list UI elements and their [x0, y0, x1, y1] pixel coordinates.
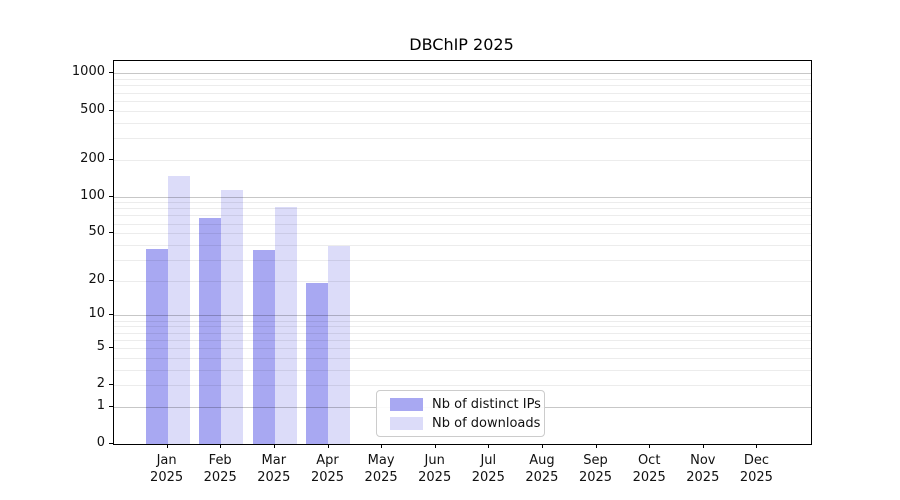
plot-area: [113, 60, 812, 445]
gridline-minor: [114, 202, 811, 204]
xtick-label-mar: Mar 2025: [257, 453, 291, 485]
bar-mar-downloads: [274, 207, 297, 444]
ytick-mark: [109, 443, 113, 444]
bar-mar-ips: [252, 250, 275, 444]
gridline-minor: [114, 122, 811, 124]
xtick-label-may: May 2025: [364, 453, 398, 485]
xtick-label-jan: Jan 2025: [150, 453, 184, 485]
ytick-mark: [109, 232, 113, 234]
bar-feb-downloads: [221, 190, 244, 444]
gridline-minor: [114, 85, 811, 87]
ytick-label: 200: [80, 150, 105, 166]
xtick-label-oct: Oct 2025: [632, 453, 666, 485]
gridline-minor: [114, 159, 811, 161]
xtick-label-jul: Jul 2025: [471, 453, 505, 485]
gridline-minor: [114, 320, 811, 322]
xtick-label-aug: Aug 2025: [525, 453, 559, 485]
bar-jan-downloads: [167, 176, 190, 444]
ytick-mark: [109, 405, 113, 407]
gridline-minor: [114, 357, 811, 359]
ytick-label: 20: [88, 271, 105, 287]
xtick-mark: [434, 444, 436, 448]
bar-feb-ips: [199, 217, 222, 444]
xtick-label-feb: Feb 2025: [203, 453, 237, 485]
ytick-label: 50: [88, 224, 105, 240]
gridline-minor: [114, 233, 811, 235]
ytick-label: 1: [96, 397, 105, 413]
gridline-minor: [114, 110, 811, 112]
gridline-minor: [114, 280, 811, 282]
xtick-mark: [220, 444, 222, 448]
gridline-major: [114, 73, 811, 75]
ytick-mark: [109, 109, 113, 111]
gridline-minor: [114, 339, 811, 341]
ytick-mark: [109, 279, 113, 281]
bar-apr-ips: [306, 283, 329, 444]
xtick-mark: [541, 444, 543, 448]
gridline-minor: [114, 223, 811, 225]
ytick-mark: [109, 314, 113, 316]
xtick-mark: [488, 444, 490, 448]
gridline-minor: [114, 332, 811, 334]
ytick-mark: [109, 72, 113, 74]
xtick-mark: [649, 444, 651, 448]
xtick-mark: [327, 444, 329, 448]
gridline-minor: [114, 100, 811, 102]
legend-row: Nb of downloads: [390, 416, 544, 431]
legend-swatch-ips: [390, 397, 423, 411]
xtick-label-jun: Jun 2025: [418, 453, 452, 485]
legend-label: Nb of distinct IPs: [432, 396, 541, 412]
gridline-minor: [114, 347, 811, 349]
legend-row: Nb of distinct IPs: [390, 397, 544, 412]
gridline-minor: [114, 215, 811, 217]
bar-apr-downloads: [328, 246, 351, 444]
ytick-label: 1000: [71, 64, 105, 80]
gridline-minor: [114, 369, 811, 371]
ytick-mark: [109, 195, 113, 197]
ytick-mark: [109, 384, 113, 386]
xtick-label-apr: Apr 2025: [310, 453, 345, 485]
gridline-minor: [114, 385, 811, 387]
gridline-minor: [114, 244, 811, 246]
ytick-label: 500: [80, 101, 105, 117]
gridline-minor: [114, 79, 811, 81]
gridline-minor: [114, 259, 811, 261]
ytick-mark: [109, 158, 113, 160]
gridline-minor: [114, 137, 811, 139]
xtick-label-nov: Nov 2025: [686, 453, 720, 485]
ytick-label: 2: [96, 376, 105, 392]
xtick-mark: [702, 444, 704, 448]
xtick-mark: [595, 444, 597, 448]
gridlines-layer: [114, 61, 811, 444]
ytick-mark: [109, 346, 113, 348]
xtick-label-sep: Sep 2025: [578, 453, 613, 485]
gridline-minor: [114, 92, 811, 94]
xtick-mark: [756, 444, 758, 448]
legend-swatch-downloads: [390, 416, 423, 430]
xtick-mark: [273, 444, 275, 448]
ytick-label: 100: [80, 187, 105, 203]
legend-label: Nb of downloads: [432, 415, 541, 431]
xtick-mark: [166, 444, 168, 448]
ytick-label: 0: [96, 435, 105, 450]
xtick-label-dec: Dec 2025: [739, 453, 773, 485]
gridline-major: [114, 196, 811, 198]
bar-jan-ips: [145, 248, 168, 444]
chart-title: DBChIP 2025: [409, 35, 514, 54]
ytick-label: 10: [88, 306, 105, 322]
gridline-major: [114, 315, 811, 317]
ytick-label: 5: [96, 338, 105, 354]
bars-layer: [114, 61, 811, 444]
gridline-minor: [114, 326, 811, 328]
gridline-minor: [114, 208, 811, 210]
xtick-mark: [381, 444, 383, 448]
legend: Nb of distinct IPs Nb of downloads: [376, 390, 545, 437]
